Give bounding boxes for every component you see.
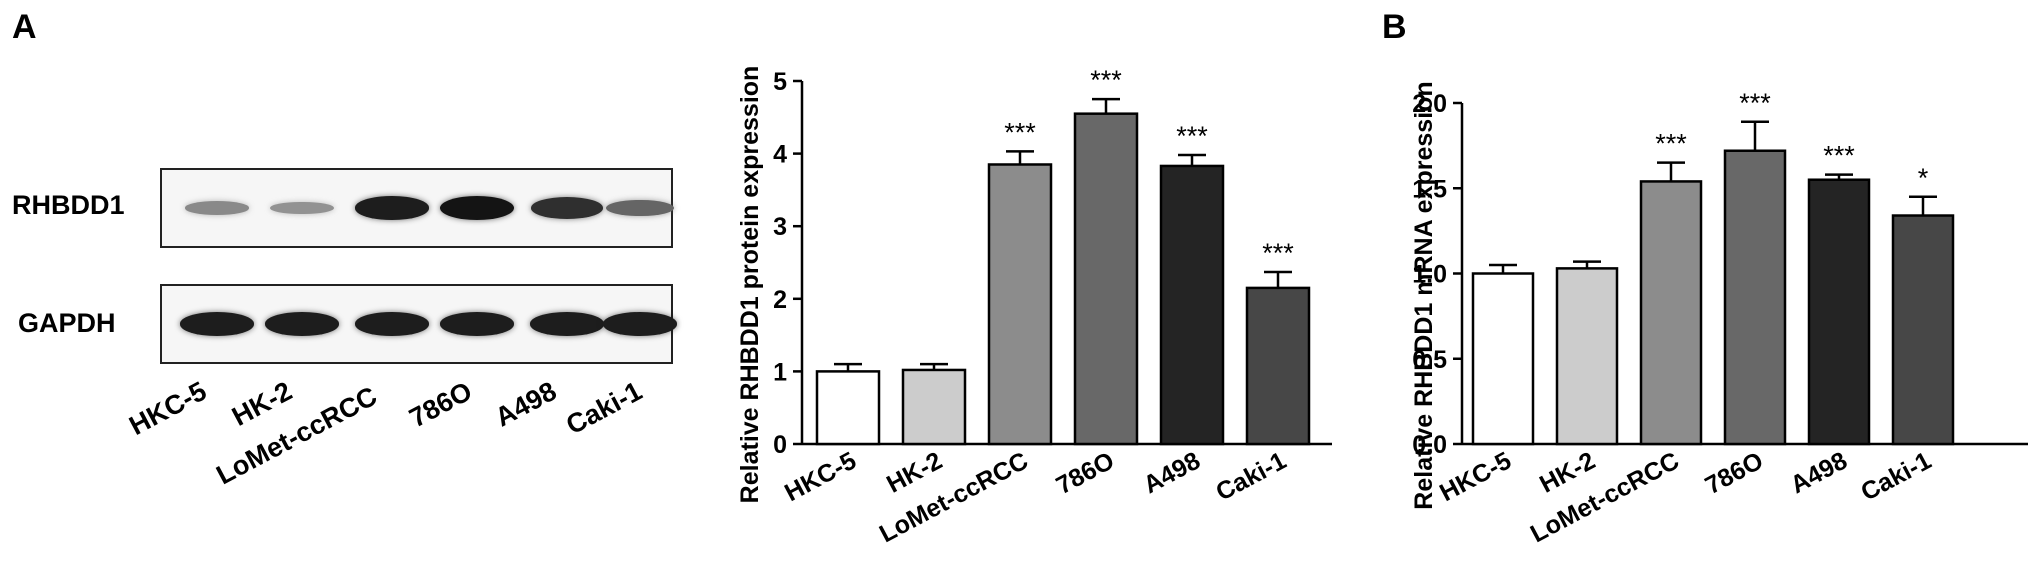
y-tick-label: 2 <box>773 286 787 314</box>
significance-label: *** <box>1004 117 1036 147</box>
bar <box>1159 164 1225 446</box>
category-label: HKC-5 <box>1435 447 1516 508</box>
blot-band <box>530 312 604 336</box>
blot-band <box>180 312 254 336</box>
blot-band <box>265 312 339 336</box>
significance-label: *** <box>1823 141 1855 171</box>
blot-band <box>184 201 250 215</box>
bar <box>1723 149 1787 446</box>
significance-label: * <box>1918 163 1929 193</box>
category-label: Caki-1 <box>1856 447 1935 507</box>
y-tick-label: 0.5 <box>1412 346 1447 374</box>
blot-band <box>440 196 514 220</box>
y-tick-label: 3 <box>773 213 787 241</box>
blot-band <box>440 312 514 336</box>
western-blot-rhbdd1 <box>160 168 674 248</box>
y-tick-label: 1.5 <box>1412 175 1447 203</box>
blot-band <box>355 196 429 220</box>
bar <box>1639 180 1703 446</box>
blot-band <box>603 312 677 336</box>
blot-band <box>269 201 335 215</box>
y-axis-label: Relative RHBDD1 mRNA expression <box>1410 81 1438 509</box>
western-blot-gapdh <box>160 284 677 364</box>
bar <box>987 163 1053 446</box>
blot-band <box>355 312 429 336</box>
blot-band <box>606 199 674 217</box>
significance-label: *** <box>1655 129 1687 159</box>
panel-letter-b: B <box>1382 8 1407 46</box>
bar <box>1471 272 1535 446</box>
y-tick-label: 0 <box>773 431 787 459</box>
y-tick-label: 0.0 <box>1412 431 1447 459</box>
blot-row-label-gapdh: GAPDH <box>18 308 116 338</box>
blot-band <box>531 197 603 219</box>
significance-label: *** <box>1176 121 1208 151</box>
bar <box>901 368 967 446</box>
significance-label: *** <box>1262 238 1294 268</box>
bar <box>1073 112 1139 446</box>
y-tick-label: 5 <box>773 68 787 96</box>
y-tick-label: 4 <box>773 141 787 169</box>
blot-row-label-rhbdd1: RHBDD1 <box>12 190 125 220</box>
significance-label: *** <box>1739 88 1771 118</box>
bar <box>815 370 881 446</box>
category-label: 786O <box>1701 447 1768 500</box>
y-tick-label: 1.0 <box>1412 261 1447 289</box>
significance-label: *** <box>1090 65 1122 95</box>
y-tick-label: 1 <box>773 358 787 386</box>
category-label: A498 <box>1786 447 1852 500</box>
bar <box>1807 178 1871 446</box>
bar <box>1891 214 1955 446</box>
y-axis-label: Relative RHBDD1 protein expression <box>736 66 764 504</box>
bar <box>1555 267 1619 446</box>
panel-letter-a: A <box>12 8 37 46</box>
y-tick-label: 2.0 <box>1412 90 1447 118</box>
